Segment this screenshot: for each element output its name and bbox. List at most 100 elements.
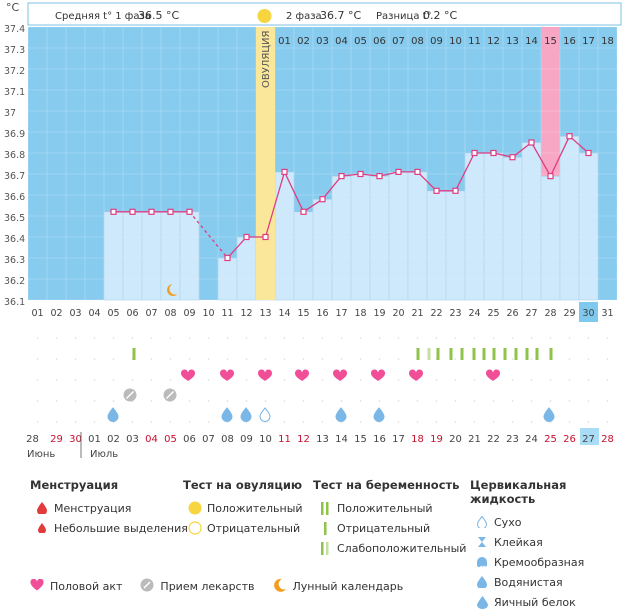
event-dot: [492, 400, 495, 402]
temp-line-segment: [530, 142, 552, 177]
bottom-date-label: 30: [69, 434, 82, 445]
event-dot: [188, 400, 191, 402]
legend-item: Отрицательный: [337, 521, 431, 535]
cycle-day-label: 11: [468, 36, 481, 47]
date-label: 04: [88, 308, 100, 319]
spotting-drop-icon: [30, 523, 54, 533]
bottom-date-label: 11: [278, 434, 291, 445]
mucus-bar: [535, 348, 539, 360]
event-dot: [397, 358, 400, 360]
mucus-bar: [514, 348, 518, 360]
pill-icon-line: [166, 391, 174, 399]
event-dot: [359, 337, 362, 339]
event-dot: [150, 358, 153, 360]
event-dot: [587, 421, 590, 423]
cervical-drop-icon: [259, 407, 271, 422]
date-label: 17: [335, 308, 347, 319]
date-label: 02: [50, 308, 62, 319]
temp-line-segment: [379, 171, 399, 177]
event-dot: [55, 358, 58, 360]
mucus-bar: [427, 348, 431, 360]
event-dot: [131, 421, 134, 423]
date-label: 12: [240, 308, 252, 319]
temp-bar: [502, 156, 523, 301]
mucus-bar: [503, 348, 507, 360]
date-label: 22: [430, 308, 442, 319]
date-label: 18: [354, 308, 366, 319]
legend-item: Водянистая: [494, 575, 563, 589]
event-dot: [549, 379, 552, 381]
y-unit-label: °C: [6, 1, 20, 14]
temp-point: [547, 173, 554, 180]
cervical-drop-icon: [107, 407, 119, 422]
event-dot: [169, 337, 172, 339]
date-label: 21: [411, 308, 423, 319]
event-dot: [359, 421, 362, 423]
event-dot: [112, 337, 115, 339]
event-dot: [568, 379, 571, 381]
event-dot: [283, 358, 286, 360]
temp-line-segment: [417, 171, 437, 192]
bottom-date-label: 28: [26, 434, 39, 445]
temp-point: [338, 173, 345, 180]
event-dot: [131, 337, 134, 339]
bottom-date-label: 10: [259, 434, 272, 445]
legend-item: Яичный белок: [494, 595, 576, 609]
legend-item: Прием лекарств: [160, 580, 255, 593]
event-dot: [112, 358, 115, 360]
bottom-date-label: 23: [506, 434, 519, 445]
event-dot: [264, 337, 267, 339]
temp-bar: [312, 198, 333, 301]
event-dot: [530, 421, 533, 423]
y-tick-label: 36.6: [4, 192, 25, 203]
cervical-drop-icon: [221, 407, 233, 422]
event-dot: [530, 337, 533, 339]
bottom-date-label: 08: [221, 434, 234, 445]
date-label: 15: [297, 308, 309, 319]
event-dot: [359, 358, 362, 360]
temp-point: [281, 168, 288, 175]
temp-point: [148, 208, 155, 215]
temp-bar: [540, 175, 561, 301]
event-dot: [207, 379, 210, 381]
event-dot: [93, 337, 96, 339]
heart-icon: [332, 369, 348, 381]
event-dot: [473, 337, 476, 339]
cycle-day-label: 18: [601, 36, 614, 47]
ovulation-negative-icon: [183, 521, 207, 535]
event-dot: [454, 379, 457, 381]
event-dot: [302, 358, 305, 360]
heart-icon: [180, 369, 196, 381]
event-dot: [169, 421, 172, 423]
temp-line-segment: [512, 141, 532, 158]
event-dot: [530, 379, 533, 381]
cycle-day-label: 02: [297, 36, 310, 47]
temp-line-segment: [454, 152, 476, 192]
event-dot: [36, 379, 39, 381]
bottom-date-label: 09: [240, 434, 253, 445]
temp-point: [452, 187, 459, 194]
bottom-date-label: 01: [88, 434, 101, 445]
cervical-drop-icon: [373, 407, 385, 422]
bottom-date-label: 21: [468, 434, 481, 445]
legend-item: Положительный: [207, 501, 303, 515]
temp-point: [186, 208, 193, 215]
cervical-drop-icon: [543, 407, 555, 422]
event-dot: [378, 358, 381, 360]
event-dot: [93, 358, 96, 360]
temp-point: [414, 168, 421, 175]
temp-bar: [293, 211, 314, 301]
diff-label: Разница t°: [376, 11, 432, 22]
temp-bar: [160, 211, 181, 301]
event-dot: [112, 400, 115, 402]
pregnancy-weak-icon: [313, 541, 337, 555]
cervical-drop-icon: [335, 407, 347, 422]
date-label: 31: [601, 308, 613, 319]
date-label: 10: [202, 308, 214, 319]
date-label: 05: [107, 308, 119, 319]
legend: Менструация Менструация Небольшие выделе…: [0, 470, 626, 609]
legend-pregnancy-title: Тест на беременность: [313, 478, 460, 492]
event-dot: [226, 400, 229, 402]
cycle-day-label: 08: [411, 36, 424, 47]
heart-icon: [370, 369, 386, 381]
